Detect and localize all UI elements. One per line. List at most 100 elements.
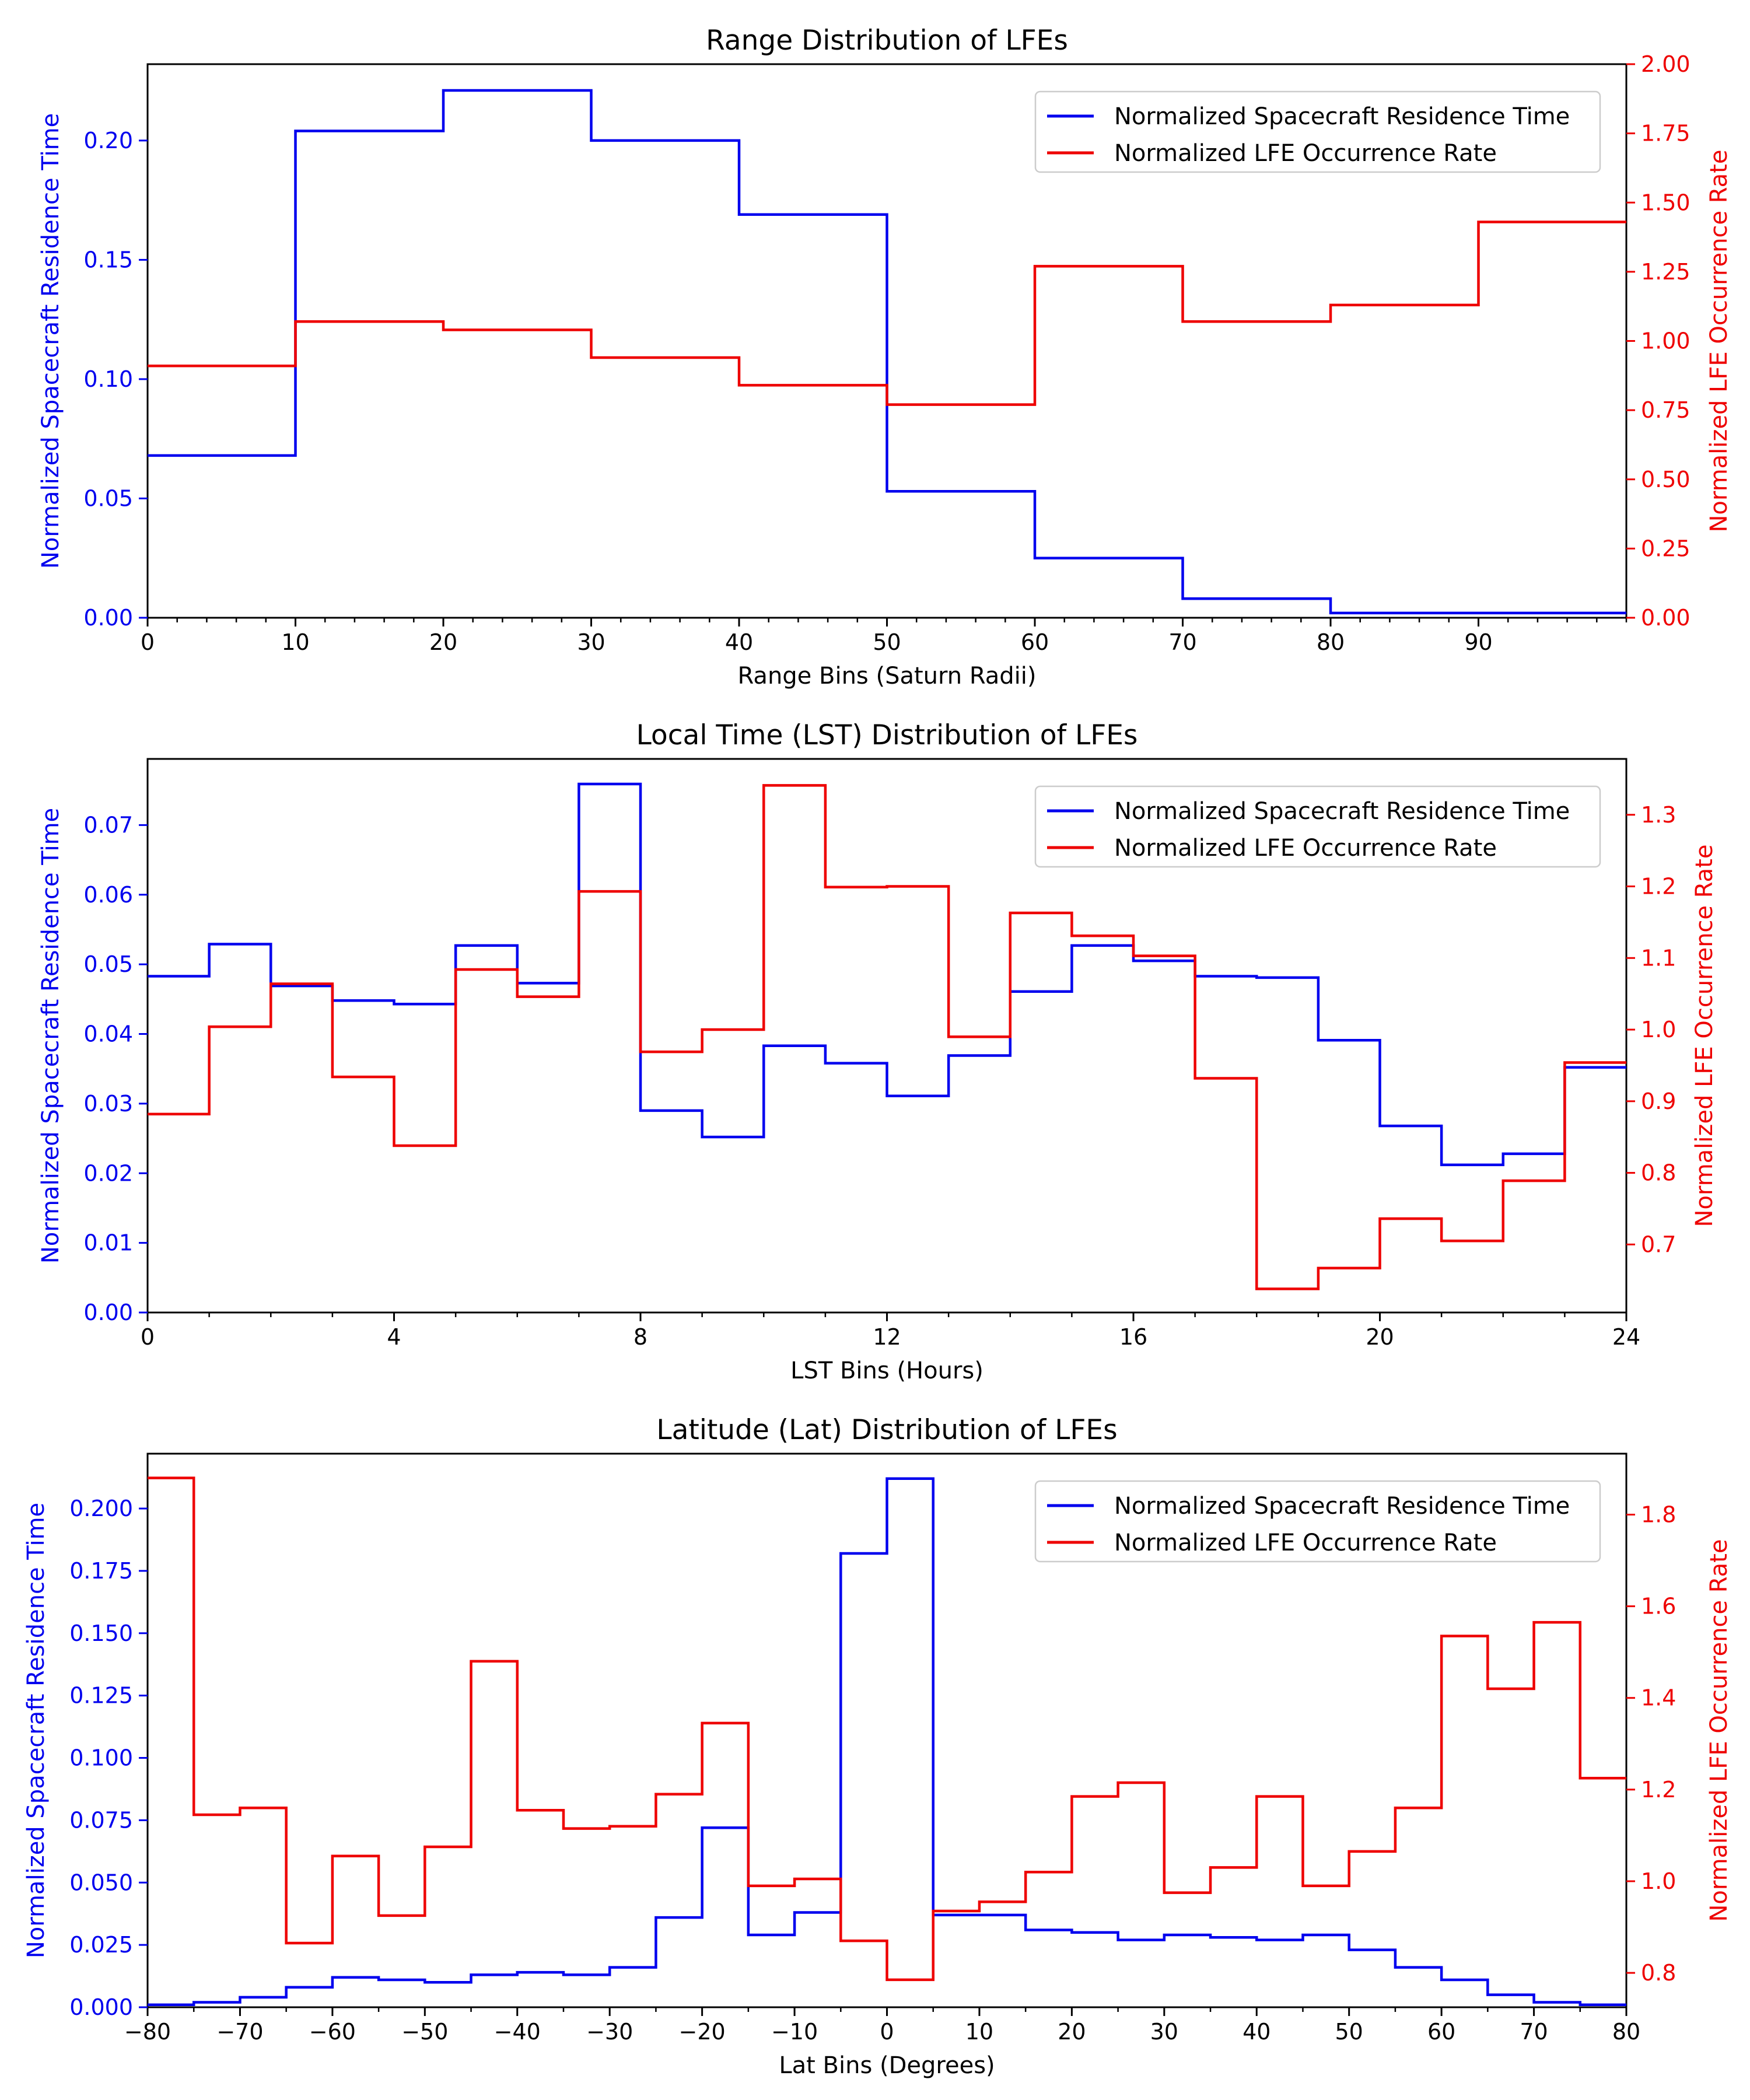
y-left-tick-label: 0.05 [83,951,133,977]
x-tick-label: 10 [281,629,309,655]
legend-label: Normalized Spacecraft Residence Time [1114,1493,1570,1520]
y-left-tick-label: 0.00 [83,1300,133,1325]
chart-title: Local Time (LST) Distribution of LFEs [636,719,1138,751]
y-right-tick-label: 1.8 [1641,1502,1676,1527]
residence-time-step-line [148,89,1626,615]
y-right-axis-label: Normalized LFE Occurrence Rate [1706,1539,1732,1922]
x-tick-label: 90 [1464,629,1492,655]
y-right-tick-label: 1.2 [1641,1777,1676,1803]
y-right-tick-label: 2.00 [1641,51,1690,77]
y-right-tick-label: 1.75 [1641,121,1690,146]
legend-label: Normalized Spacecraft Residence Time [1114,103,1570,130]
y-left-tick-label: 0.04 [83,1021,133,1047]
x-tick-label: 0 [141,1324,155,1350]
x-tick-label: 20 [1058,2019,1086,2045]
y-left-tick-label: 0.00 [83,605,133,631]
legend: Normalized Spacecraft Residence Time Norm… [1034,90,1601,173]
y-right-tick-label: 0.00 [1641,605,1690,631]
x-tick-label: 16 [1119,1324,1147,1350]
y-left-tick-label: 0.125 [69,1683,133,1709]
residence-time-step-line [148,782,1626,1167]
y-right-tick-label: 1.2 [1641,874,1676,900]
legend-label: Normalized LFE Occurrence Rate [1114,835,1497,862]
y-right-tick-label: 0.75 [1641,397,1690,423]
legend-label: Normalized LFE Occurrence Rate [1114,1530,1497,1556]
x-tick-label: −20 [679,2019,726,2045]
lfe-rate-step-line [148,1476,1626,1982]
y-left-tick-label: 0.150 [69,1620,133,1646]
chart-panel-2: 0 4 8 12 16 20 24 0.00 0.01 0.02 0.03 0.04 0.05 0.06 0… [37,719,1718,1384]
x-tick-label: −70 [216,2019,263,2045]
legend: Normalized Spacecraft Residence Time Norm… [1034,1480,1601,1563]
x-tick-label: −50 [401,2019,448,2045]
y-right-tick-label: 1.25 [1641,259,1690,285]
y-left-tick-label: 0.025 [69,1932,133,1958]
legend-box [1034,90,1601,173]
y-right-tick-label: 1.4 [1641,1685,1676,1711]
x-tick-label: 24 [1612,1324,1640,1350]
residence-time-step-line [148,1477,1626,2006]
y-left-tick-label: 0.075 [69,1807,133,1833]
x-tick-label: 50 [1335,2019,1363,2045]
y-left-tick-label: 0.100 [69,1745,133,1771]
x-axis-label: Range Bins (Saturn Radii) [738,663,1037,690]
y-left-tick-label: 0.200 [69,1496,133,1521]
y-left-axis-label: Normalized Spacecraft Residence Time [23,1503,50,1958]
x-tick-label: −30 [586,2019,633,2045]
x-tick-label: 50 [873,629,901,655]
legend-box [1034,1480,1601,1563]
y-left-tick-label: 0.07 [83,812,133,838]
y-right-tick-label: 0.9 [1641,1088,1676,1114]
x-tick-label: 60 [1021,629,1049,655]
y-left-tick-label: 0.000 [69,1994,133,2020]
y-left-tick-label: 0.02 [83,1160,133,1186]
x-tick-label: 80 [1612,2019,1640,2045]
x-tick-label: 40 [1242,2019,1270,2045]
lfe-rate-step-line [148,220,1626,406]
legend-box [1034,785,1601,868]
y-right-tick-label: 0.50 [1641,467,1690,492]
y-left-tick-label: 0.20 [83,128,133,153]
x-tick-label: 4 [387,1324,401,1350]
y-right-tick-label: 1.6 [1641,1594,1676,1619]
x-tick-label: 20 [429,629,457,655]
x-axis-label: Lat Bins (Degrees) [779,2052,995,2079]
x-tick-label: −80 [124,2019,171,2045]
y-right-tick-label: 1.0 [1641,1017,1676,1042]
y-right-tick-label: 1.0 [1641,1868,1676,1894]
legend: Normalized Spacecraft Residence Time Norm… [1034,785,1601,868]
y-right-tick-label: 0.7 [1641,1231,1676,1257]
legend-label: Normalized LFE Occurrence Rate [1114,140,1497,167]
y-left-tick-label: 0.01 [83,1230,133,1256]
y-left-tick-label: 0.050 [69,1870,133,1895]
x-tick-label: 70 [1168,629,1196,655]
x-tick-label: 80 [1317,629,1345,655]
y-right-tick-label: 0.25 [1641,536,1690,561]
x-tick-label: 8 [634,1324,648,1350]
y-right-tick-label: 1.1 [1641,945,1676,971]
y-left-tick-label: 0.10 [83,366,133,392]
chart-panel-3: −80 −70 −60 −50 −40 −30 −20 −10 0 10 20 30 40 50 60 70 8… [23,1414,1732,2079]
x-tick-label: 12 [873,1324,901,1350]
y-right-tick-label: 1.50 [1641,190,1690,215]
y-right-tick-label: 0.8 [1641,1960,1676,1986]
x-tick-label: 30 [1150,2019,1178,2045]
y-left-axis-label: Normalized Spacecraft Residence Time [37,113,64,569]
chart-panel-1: 0 10 20 30 40 50 60 70 80 90 0.00 0.05 0.10 0.15 0.20 0… [37,24,1732,690]
x-tick-label: 70 [1520,2019,1548,2045]
y-left-tick-label: 0.03 [83,1091,133,1116]
x-tick-label: 60 [1427,2019,1455,2045]
x-tick-label: −60 [309,2019,356,2045]
y-right-tick-label: 0.8 [1641,1160,1676,1186]
y-left-tick-label: 0.15 [83,247,133,272]
chart-title: Latitude (Lat) Distribution of LFEs [656,1414,1117,1446]
y-right-tick-label: 1.00 [1641,328,1690,354]
x-tick-label: 20 [1366,1324,1394,1350]
x-tick-label: 0 [141,629,155,655]
y-right-axis-label: Normalized LFE Occurrence Rate [1691,845,1718,1227]
y-left-axis-label: Normalized Spacecraft Residence Time [37,808,64,1264]
y-right-axis-label: Normalized LFE Occurrence Rate [1706,150,1732,533]
x-tick-label: −10 [771,2019,818,2045]
x-axis-label: LST Bins (Hours) [790,1357,984,1384]
